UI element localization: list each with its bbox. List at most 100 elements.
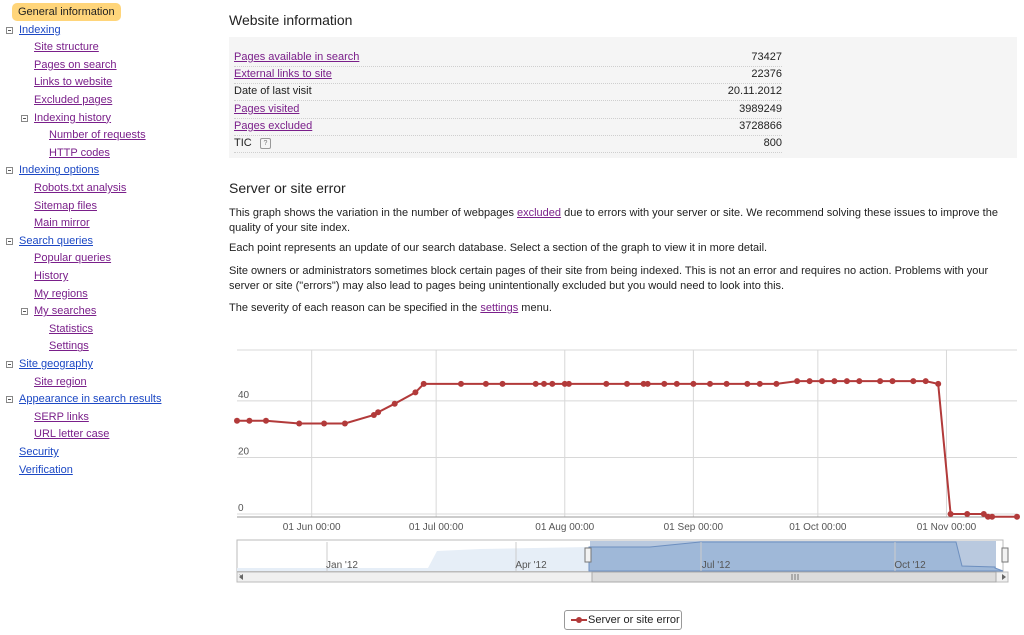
sidebar-item-label[interactable]: Excluded pages (34, 94, 113, 106)
data-point (561, 380, 568, 387)
data-point (565, 380, 572, 387)
navigator-handle (584, 547, 592, 563)
collapse-toggle-icon[interactable] (6, 26, 13, 34)
sidebar-item[interactable]: Indexing (6, 22, 61, 38)
collapse-toggle-icon[interactable] (6, 361, 13, 368)
sidebar-item[interactable]: Site geography (6, 356, 93, 372)
sidebar-item-label[interactable]: Links to website (34, 76, 113, 89)
sidebar-item-label[interactable]: Sitemap files (34, 199, 97, 212)
sidebar-item[interactable]: Statistics (49, 321, 93, 337)
x-tick-label: 01 Jun 00:00 (283, 522, 341, 533)
sidebar-item[interactable]: General information (12, 3, 121, 21)
sidebar-item[interactable]: Security (19, 444, 59, 460)
sidebar-item[interactable]: Number of requests (49, 127, 146, 143)
sidebar-item[interactable]: Popular queries (34, 250, 111, 266)
sidebar-item[interactable]: History (34, 268, 68, 284)
sidebar-item-label[interactable]: My searches (34, 305, 97, 318)
x-tick-label: 01 Nov 00:00 (917, 522, 977, 533)
sidebar-item-label[interactable]: Site geography (19, 358, 93, 370)
info-row: Pages available in search 73427 (234, 49, 782, 67)
data-point (985, 513, 991, 520)
collapse-toggle-icon[interactable] (6, 237, 13, 245)
info-label[interactable]: Pages excluded (234, 119, 313, 132)
sidebar-item-label[interactable]: History (34, 270, 69, 282)
info-row: TIC? 800 (234, 135, 782, 153)
navigator: Jan '12 Apr '12 Jul '12 Oct '12 (236, 539, 1009, 583)
data-point (723, 380, 730, 387)
sidebar-item[interactable]: Site region (34, 374, 87, 390)
sidebar-item[interactable]: Appearance in search results (6, 391, 162, 407)
sidebar-item[interactable]: Settings (49, 338, 89, 354)
sidebar-item-label[interactable]: Security (19, 446, 59, 458)
sidebar-item-label[interactable]: URL letter case (34, 428, 110, 441)
collapse-toggle-icon[interactable] (6, 396, 13, 404)
sidebar-item[interactable]: Links to website (34, 74, 112, 90)
data-point (980, 511, 987, 517)
collapse-toggle-icon[interactable] (21, 308, 28, 316)
data-point (877, 378, 884, 385)
data-point (707, 380, 713, 387)
collapse-toggle-icon[interactable] (6, 167, 13, 175)
chart-legend[interactable]: Server or site error (564, 610, 682, 630)
sidebar-item-label[interactable]: General information (12, 3, 121, 21)
sidebar-item[interactable]: Verification (19, 462, 73, 478)
sidebar-item[interactable]: URL letter case (34, 426, 109, 442)
navigator-handle (1001, 547, 1009, 563)
y-tick-label: 40 (238, 390, 250, 401)
sidebar-item[interactable]: Main mirror (34, 215, 90, 231)
sidebar-item-label[interactable]: Indexing options (19, 164, 100, 177)
plot-series (234, 378, 1020, 520)
data-point (819, 378, 825, 385)
data-point (640, 380, 647, 387)
sidebar-item[interactable]: Search queries (6, 233, 93, 249)
data-point (756, 380, 763, 387)
sidebar-item-label[interactable]: Statistics (49, 322, 94, 335)
sidebar-item-label[interactable]: My regions (34, 287, 88, 300)
scrollbar-grip-icon (791, 574, 799, 580)
x-tick-label: 01 Aug 00:00 (535, 522, 594, 533)
sidebar-item[interactable]: Excluded pages (34, 92, 112, 108)
sidebar-item[interactable]: Site structure (34, 39, 99, 55)
x-tick-label: 01 Sep 00:00 (664, 522, 724, 533)
navigator-area-outside (237, 542, 1003, 571)
sidebar-item[interactable]: My searches (21, 303, 97, 319)
sidebar-item[interactable]: Sitemap files (34, 198, 97, 214)
sidebar-item-label[interactable]: Appearance in search results (19, 393, 162, 406)
sidebar-item-label[interactable]: HTTP codes (49, 146, 110, 159)
info-row: Pages visited 3989249 (234, 101, 782, 119)
sidebar-item[interactable]: Pages on search (34, 57, 117, 73)
sidebar-item-label[interactable]: Pages on search (34, 58, 117, 71)
sidebar-item-label[interactable]: Popular queries (34, 252, 112, 265)
data-point (541, 380, 547, 387)
info-label[interactable]: Pages visited (234, 102, 300, 115)
sidebar-item-label[interactable]: Settings (49, 340, 89, 353)
sidebar-item[interactable]: My regions (34, 286, 88, 302)
info-label[interactable]: External links to site (234, 68, 332, 81)
sidebar-item-label[interactable]: Number of requests (49, 129, 146, 142)
sidebar-item-label[interactable]: SERP links (34, 410, 89, 423)
sidebar-item-label[interactable]: Main mirror (34, 217, 90, 230)
sidebar-item-label[interactable]: Robots.txt analysis (34, 182, 127, 194)
sidebar-item-label[interactable]: Indexing history (34, 111, 112, 124)
data-point (806, 378, 813, 385)
data-point (234, 417, 240, 424)
info-label[interactable]: Pages available in search (234, 51, 360, 63)
sidebar-item[interactable]: HTTP codes (49, 145, 110, 161)
sidebar-item-label[interactable]: Verification (19, 463, 73, 476)
sidebar-item-label[interactable]: Search queries (19, 234, 93, 247)
sidebar-item[interactable]: Robots.txt analysis (34, 180, 126, 196)
scroll-right-icon (1002, 574, 1006, 580)
help-icon[interactable]: ? (260, 138, 271, 149)
navigator-selection (590, 541, 996, 571)
sidebar-item-label[interactable]: Indexing (19, 23, 61, 36)
data-point (773, 380, 780, 387)
collapse-toggle-icon[interactable] (21, 114, 28, 122)
sidebar-item-label[interactable]: Site region (34, 375, 87, 388)
sidebar-item-label[interactable]: Site structure (34, 41, 99, 54)
data-point (922, 378, 929, 385)
sidebar-item[interactable]: SERP links (34, 409, 89, 425)
settings-link[interactable]: settings (480, 302, 519, 314)
sidebar-item[interactable]: Indexing history (21, 110, 112, 126)
sidebar-item[interactable]: Indexing options (6, 162, 100, 178)
excluded-link[interactable]: excluded (517, 207, 562, 219)
